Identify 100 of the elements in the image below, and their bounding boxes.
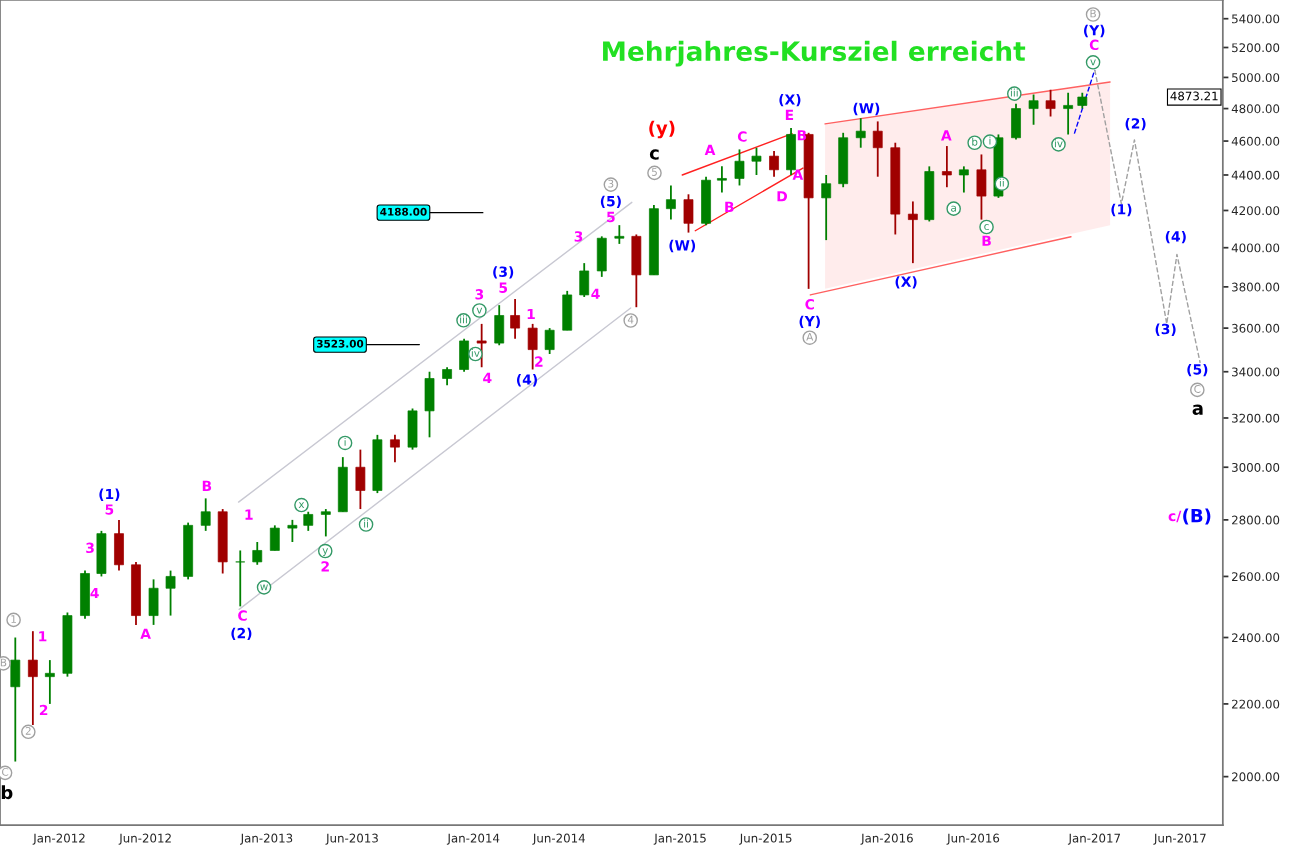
annotation: (1) xyxy=(99,488,120,501)
candlestick xyxy=(44,659,55,705)
candlestick xyxy=(614,224,625,245)
annotation: i xyxy=(344,437,346,446)
annotation: (3) xyxy=(1155,323,1176,336)
annotation: y xyxy=(322,548,329,557)
annotation: x xyxy=(298,502,305,508)
annotation: (2) xyxy=(1125,117,1146,131)
annotation: B xyxy=(982,235,991,246)
candlestick xyxy=(252,541,263,566)
y-tick-label: 4200.00 xyxy=(1231,206,1280,216)
annotation: 3 xyxy=(608,179,614,188)
x-tick-label: Jan-2013 xyxy=(240,833,293,845)
annotation: iv xyxy=(471,348,480,357)
annotation: ii xyxy=(999,178,1004,187)
annotation: 1 xyxy=(245,509,253,520)
annotation: 2 xyxy=(535,356,543,367)
annotation: D xyxy=(777,191,788,202)
annotation: (1) xyxy=(1111,203,1132,217)
annotation: (3) xyxy=(493,266,514,279)
y-tick-label: 3400.00 xyxy=(1232,367,1280,377)
annotation: (B) xyxy=(1183,508,1211,525)
annotation: iii xyxy=(460,315,467,324)
annotation: A xyxy=(941,130,952,141)
annotation: (W) xyxy=(669,239,696,253)
y-tick-label: 3200.00 xyxy=(1232,413,1280,423)
y-tick-label: 4800.00 xyxy=(1231,104,1280,114)
candlestick xyxy=(821,174,832,242)
x-tick-label: Jan-2016 xyxy=(860,833,913,845)
annotation: B xyxy=(797,130,807,141)
x-tick-label: Jan-2017 xyxy=(1067,833,1121,845)
annotation: iv xyxy=(1054,139,1063,148)
candlestick xyxy=(1028,93,1039,126)
annotation: (4) xyxy=(1165,230,1186,244)
annotation: c xyxy=(649,149,659,160)
annotation: A xyxy=(704,144,716,155)
annotation: ii xyxy=(364,519,368,528)
candlestick xyxy=(27,630,38,726)
annotation: c/ xyxy=(1168,510,1182,523)
candlestick xyxy=(958,165,969,194)
annotation: A xyxy=(140,628,151,639)
candlestick xyxy=(269,524,280,552)
candlestick xyxy=(510,298,520,340)
annotation: C xyxy=(1194,385,1201,393)
candlestick xyxy=(579,262,590,298)
annotation: 3523.00 xyxy=(316,339,364,348)
annotation: v xyxy=(1090,59,1096,66)
annotation: (Y) xyxy=(799,315,820,329)
x-tick-label: Jun-2014 xyxy=(532,833,585,845)
candlestick xyxy=(355,448,366,510)
annotation: (2) xyxy=(231,627,252,640)
annotation: (5) xyxy=(600,195,621,209)
y-tick-label: 2800.00 xyxy=(1232,515,1280,525)
candlestick xyxy=(1063,91,1074,136)
x-tick-label: Jun-2013 xyxy=(325,833,378,845)
annotation: a xyxy=(951,205,956,212)
candlestick xyxy=(769,150,779,178)
annotation: b xyxy=(972,137,978,146)
candlestick xyxy=(287,518,298,543)
annotation: c xyxy=(984,224,989,231)
y-tick-label: 2400.00 xyxy=(1232,633,1280,643)
annotation: B xyxy=(0,658,7,667)
candlestick xyxy=(544,327,555,355)
candlestick xyxy=(872,120,883,178)
candlestick xyxy=(751,146,762,176)
annotation: w xyxy=(260,584,268,591)
annotation: 3 xyxy=(574,231,583,242)
annotation: C xyxy=(1089,39,1099,51)
annotation: 5 xyxy=(651,168,657,176)
annotation: v xyxy=(476,307,483,314)
candlestick xyxy=(165,569,176,617)
annotation: 4873.21 xyxy=(1170,91,1218,101)
annotation: a xyxy=(1192,404,1203,415)
y-tick-label: 2600.00 xyxy=(1232,572,1280,582)
annotation: 5 xyxy=(105,504,114,515)
annotation: 4 xyxy=(483,372,492,383)
annotation: (5) xyxy=(1187,363,1208,377)
annotation: 4 xyxy=(591,288,600,299)
candlestick xyxy=(442,366,452,387)
x-tick-label: Jan-2014 xyxy=(446,833,500,845)
annotation: (4) xyxy=(517,374,537,387)
y-tick-label: 5000.00 xyxy=(1232,73,1280,83)
annotation: 4 xyxy=(90,587,99,599)
annotation: 2 xyxy=(321,561,329,572)
annotation: 3 xyxy=(86,542,94,554)
annotation: B xyxy=(725,201,734,212)
candlestick xyxy=(907,200,918,265)
annotation: C xyxy=(238,610,247,621)
text: Mehrjahres-Kursziel erreicht xyxy=(603,40,1026,67)
annotation: iii xyxy=(1010,88,1018,97)
annotation: (y) xyxy=(649,120,675,139)
annotation: 2 xyxy=(25,726,31,735)
y-tick-label: 5200.00 xyxy=(1232,43,1280,53)
x-tick-label: Jun-2017 xyxy=(1153,833,1206,845)
x-tick-label: Jun-2016 xyxy=(946,833,1000,845)
annotation: 4188.00 xyxy=(380,207,427,216)
y-tick-label: 2000.00 xyxy=(1232,772,1280,782)
y-tick-label: 3000.00 xyxy=(1232,462,1280,472)
candlestick xyxy=(1045,88,1056,118)
annotation: (Y) xyxy=(1084,24,1105,38)
